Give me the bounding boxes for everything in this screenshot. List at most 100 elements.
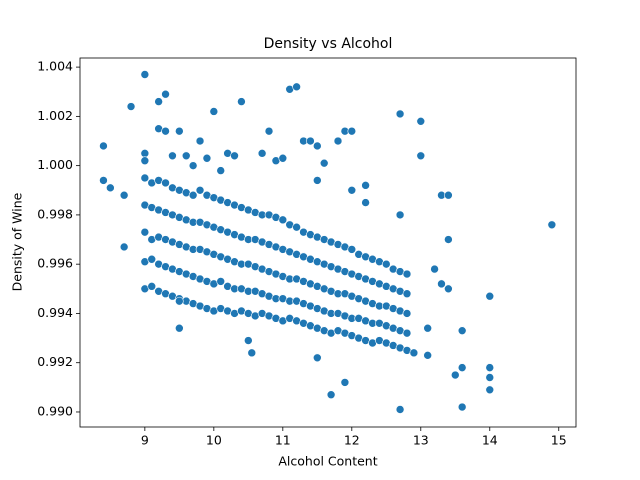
point: [457, 402, 467, 412]
point: [457, 363, 467, 372]
point: [347, 126, 357, 136]
y-tick-label: 0.992: [37, 354, 73, 369]
point: [444, 235, 453, 244]
point: [444, 190, 453, 200]
point: [168, 151, 177, 161]
point: [319, 158, 329, 168]
point: [450, 370, 460, 380]
point: [161, 126, 170, 136]
point: [402, 289, 412, 299]
x-tick-label: 12: [344, 433, 360, 448]
point: [99, 141, 108, 151]
point: [147, 282, 157, 291]
point: [119, 190, 129, 200]
y-axis-label: Density of Wine: [10, 192, 25, 291]
point: [292, 82, 301, 92]
point: [485, 373, 495, 382]
x-axis-label: Alcohol Content: [278, 454, 377, 469]
point: [485, 385, 495, 395]
point: [216, 166, 226, 175]
point: [175, 296, 184, 306]
point: [175, 323, 184, 333]
point: [444, 284, 453, 294]
point: [99, 176, 108, 185]
point: [175, 126, 184, 136]
point: [278, 153, 288, 163]
y-tick-label: 1.004: [37, 59, 73, 74]
point: [106, 183, 115, 193]
y-tick-label: 1.000: [37, 157, 73, 172]
point: [395, 405, 405, 414]
point: [202, 153, 212, 163]
point: [140, 227, 150, 237]
point: [278, 215, 288, 225]
point: [437, 279, 446, 289]
point: [140, 70, 150, 79]
point: [161, 89, 170, 99]
point: [147, 254, 157, 264]
point: [423, 323, 432, 333]
point: [209, 107, 219, 116]
point: [313, 176, 322, 185]
point: [188, 161, 198, 170]
point: [247, 348, 257, 358]
point: [237, 97, 246, 106]
point: [230, 151, 239, 161]
plot-frame: [79, 57, 577, 428]
point: [306, 136, 315, 146]
point: [181, 151, 191, 161]
y-tick-label: 1.002: [37, 108, 73, 123]
point: [361, 198, 370, 207]
point: [313, 141, 322, 151]
y-tick-label: 0.998: [37, 206, 73, 221]
point: [457, 326, 467, 335]
point: [140, 149, 150, 158]
x-tick-label: 14: [482, 433, 498, 448]
point: [264, 126, 274, 136]
point: [395, 109, 405, 119]
point: [423, 351, 432, 360]
point: [140, 173, 150, 183]
point: [347, 245, 357, 254]
point: [402, 328, 412, 338]
x-tick-label: 15: [551, 433, 567, 448]
point: [347, 185, 357, 195]
point: [292, 222, 301, 232]
point: [430, 264, 439, 274]
point: [326, 390, 336, 400]
chart-title: Density vs Alcohol: [264, 36, 393, 52]
point: [313, 353, 322, 363]
points: [99, 70, 557, 414]
point: [395, 210, 405, 220]
y-tick-label: 0.990: [37, 403, 73, 418]
point: [244, 336, 253, 345]
point: [416, 117, 426, 126]
point: [195, 185, 205, 195]
point: [161, 178, 170, 188]
point: [333, 136, 343, 146]
point: [381, 259, 391, 269]
point: [188, 190, 198, 200]
point: [119, 242, 129, 252]
y-tick-label: 0.994: [37, 305, 73, 320]
point: [485, 291, 495, 301]
x-tick-label: 11: [275, 433, 291, 448]
point: [126, 102, 136, 111]
point: [409, 348, 419, 358]
point: [547, 220, 557, 230]
point: [140, 156, 150, 166]
y-tick-label: 0.996: [37, 256, 73, 271]
point: [257, 149, 267, 158]
x-tick-label: 9: [141, 433, 149, 448]
point: [361, 181, 370, 190]
point: [216, 277, 226, 286]
point: [195, 136, 205, 146]
x-tick-label: 10: [206, 433, 222, 448]
point: [485, 363, 495, 372]
x-tick-label: 13: [413, 433, 429, 448]
point: [402, 309, 412, 318]
point: [154, 97, 163, 106]
point: [402, 269, 412, 279]
point: [340, 378, 350, 387]
